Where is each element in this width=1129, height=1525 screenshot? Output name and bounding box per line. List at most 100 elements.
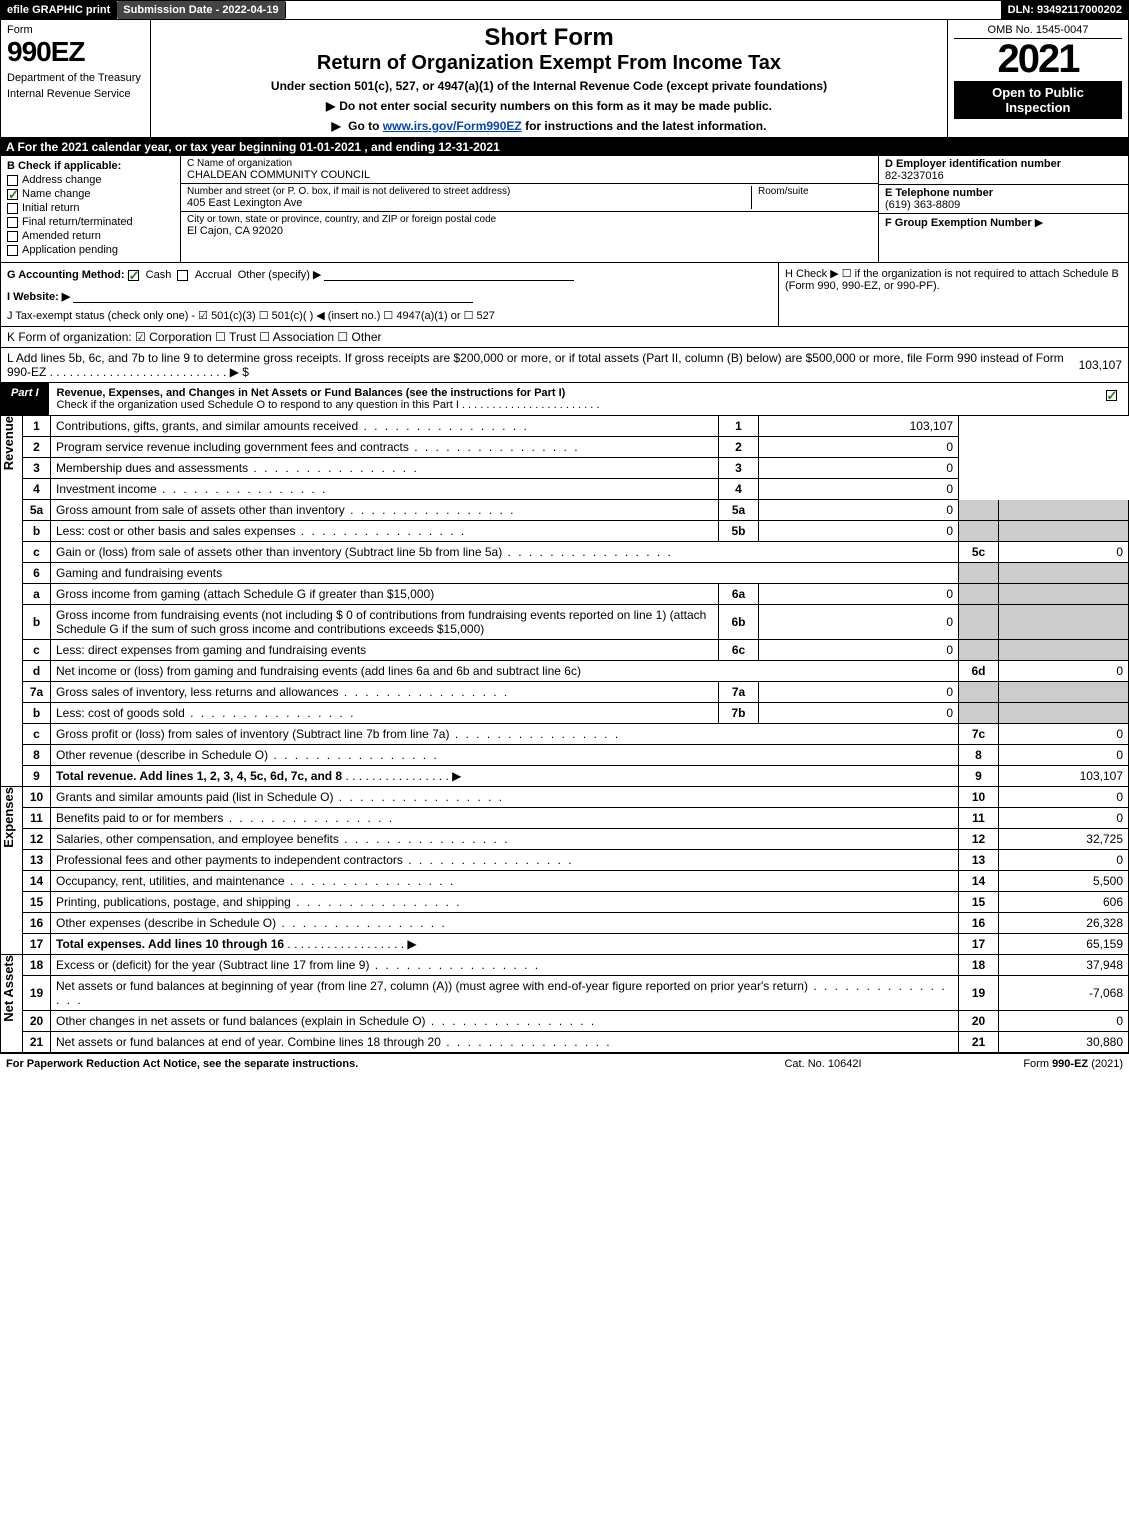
line-19: 19Net assets or fund balances at beginni… [23, 976, 1129, 1011]
b-header: B Check if applicable: [7, 160, 174, 172]
l-text: L Add lines 5b, 6c, and 7b to line 9 to … [7, 351, 1073, 379]
irs-link[interactable]: www.irs.gov/Form990EZ [383, 119, 522, 133]
line-3: 3Membership dues and assessments30 [23, 458, 1129, 479]
group-label: F Group Exemption Number [885, 217, 1032, 229]
goto-post: for instructions and the latest informat… [525, 119, 766, 133]
line-14: 14Occupancy, rent, utilities, and mainte… [23, 871, 1129, 892]
column-c: C Name of organization CHALDEAN COMMUNIT… [181, 156, 878, 262]
netassets-side-label: Net Assets [0, 955, 22, 1053]
expenses-table: 10Grants and similar amounts paid (list … [22, 787, 1129, 955]
c-addr-label: Number and street (or P. O. box, if mail… [187, 186, 745, 197]
cb-accrual[interactable] [177, 270, 188, 281]
header-right: OMB No. 1545-0047 2021 Open to Public In… [948, 20, 1128, 137]
part1-header: Part I Revenue, Expenses, and Changes in… [0, 383, 1129, 416]
line-10: 10Grants and similar amounts paid (list … [23, 787, 1129, 808]
ein-label: D Employer identification number [885, 158, 1122, 170]
subtitle: Under section 501(c), 527, or 4947(a)(1)… [159, 79, 939, 93]
phone-value: (619) 363-8809 [885, 199, 1122, 211]
line-4: 4Investment income40 [23, 479, 1129, 500]
line-6d: dNet income or (loss) from gaming and fu… [23, 661, 1129, 682]
line-20: 20Other changes in net assets or fund ba… [23, 1011, 1129, 1032]
footer-right: Form 990-EZ (2021) [923, 1058, 1123, 1070]
part1-tab: Part I [1, 383, 49, 415]
note-ssn: Do not enter social security numbers on … [159, 99, 939, 113]
open-public-badge: Open to Public Inspection [954, 81, 1122, 119]
c-room-label: Room/suite [758, 186, 872, 197]
line-7a: 7aGross sales of inventory, less returns… [23, 682, 1129, 703]
line-8: 8Other revenue (describe in Schedule O)8… [23, 745, 1129, 766]
line-17: 17Total expenses. Add lines 10 through 1… [23, 934, 1129, 955]
submission-date: Submission Date - 2022-04-19 [117, 1, 285, 19]
cb-amended-return[interactable]: Amended return [7, 230, 174, 242]
expenses-side-label: Expenses [0, 787, 22, 955]
column-b: B Check if applicable: Address change Na… [1, 156, 181, 262]
goto-pre: Go to [348, 119, 383, 133]
line-11: 11Benefits paid to or for members110 [23, 808, 1129, 829]
line-7b: bLess: cost of goods sold7b0 [23, 703, 1129, 724]
block-bcd: B Check if applicable: Address change Na… [0, 156, 1129, 263]
header-mid: Short Form Return of Organization Exempt… [151, 20, 948, 137]
footer-catno: Cat. No. 10642I [723, 1058, 923, 1070]
cb-initial-return[interactable]: Initial return [7, 202, 174, 214]
line-7c: cGross profit or (loss) from sales of in… [23, 724, 1129, 745]
line-5a: 5aGross amount from sale of assets other… [23, 500, 1129, 521]
org-address: 405 East Lexington Ave [187, 197, 745, 209]
row-gh: G Accounting Method: Cash Accrual Other … [0, 263, 1129, 327]
org-city: El Cajon, CA 92020 [187, 225, 872, 237]
g-other: Other (specify) ▶ [238, 269, 322, 281]
c-name-label: C Name of organization [187, 158, 872, 169]
revenue-table: 1Contributions, gifts, grants, and simil… [22, 416, 1129, 787]
expenses-section: Expenses 10Grants and similar amounts pa… [0, 787, 1129, 955]
g-other-field[interactable] [324, 267, 574, 281]
line-18: 18Excess or (deficit) for the year (Subt… [23, 955, 1129, 976]
line-16: 16Other expenses (describe in Schedule O… [23, 913, 1129, 934]
topbar: efile GRAPHIC print Submission Date - 20… [0, 0, 1129, 20]
c-city-label: City or town, state or province, country… [187, 214, 872, 225]
line-13: 13Professional fees and other payments t… [23, 850, 1129, 871]
group-value: ▶ [1035, 217, 1043, 229]
c-city-row: City or town, state or province, country… [181, 212, 878, 239]
cb-cash[interactable] [128, 270, 139, 281]
f-group: F Group Exemption Number ▶ [879, 214, 1128, 231]
line-9: 9Total revenue. Add lines 1, 2, 3, 4, 5c… [23, 766, 1129, 787]
line-15: 15Printing, publications, postage, and s… [23, 892, 1129, 913]
line-6a: aGross income from gaming (attach Schedu… [23, 584, 1129, 605]
g-label: G Accounting Method: [7, 269, 125, 281]
line-6: 6Gaming and fundraising events [23, 563, 1129, 584]
dept-treasury: Department of the Treasury [7, 72, 144, 84]
line-5b: bLess: cost or other basis and sales exp… [23, 521, 1129, 542]
cb-address-change[interactable]: Address change [7, 174, 174, 186]
l-gross-receipts: L Add lines 5b, 6c, and 7b to line 9 to … [0, 348, 1129, 383]
k-form-org: K Form of organization: ☑ Corporation ☐ … [0, 327, 1129, 348]
cb-name-change[interactable]: Name change [7, 188, 174, 200]
form-word: Form [7, 24, 144, 36]
cb-application-pending[interactable]: Application pending [7, 244, 174, 256]
revenue-side-label: Revenue [0, 416, 22, 787]
line-6c: cLess: direct expenses from gaming and f… [23, 640, 1129, 661]
header-left: Form 990EZ Department of the Treasury In… [1, 20, 151, 137]
line-21: 21Net assets or fund balances at end of … [23, 1032, 1129, 1053]
column-d: D Employer identification number 82-3237… [878, 156, 1128, 262]
org-name: CHALDEAN COMMUNITY COUNCIL [187, 169, 872, 181]
cb-final-return[interactable]: Final return/terminated [7, 216, 174, 228]
c-addr-row: Number and street (or P. O. box, if mail… [181, 184, 878, 212]
line-12: 12Salaries, other compensation, and empl… [23, 829, 1129, 850]
j-tax-exempt: J Tax-exempt status (check only one) - ☑… [7, 309, 772, 322]
phone-label: E Telephone number [885, 187, 1122, 199]
part1-check[interactable] [1098, 383, 1128, 415]
l-amount: 103,107 [1079, 358, 1122, 372]
footer-left: For Paperwork Reduction Act Notice, see … [6, 1058, 723, 1070]
website-field[interactable] [73, 289, 473, 303]
page-footer: For Paperwork Reduction Act Notice, see … [0, 1053, 1129, 1074]
dln-label: DLN: 93492117000202 [1001, 1, 1128, 19]
line-5c: cGain or (loss) from sale of assets othe… [23, 542, 1129, 563]
note-goto: Go to www.irs.gov/Form990EZ for instruct… [159, 119, 939, 133]
line-2: 2Program service revenue including gover… [23, 437, 1129, 458]
part1-sub: Check if the organization used Schedule … [57, 399, 1090, 411]
tax-year: 2021 [954, 39, 1122, 79]
netassets-table: 18Excess or (deficit) for the year (Subt… [22, 955, 1129, 1053]
revenue-section: Revenue 1Contributions, gifts, grants, a… [0, 416, 1129, 787]
title-short-form: Short Form [159, 24, 939, 52]
title-return: Return of Organization Exempt From Incom… [159, 52, 939, 75]
d-ein: D Employer identification number 82-3237… [879, 156, 1128, 185]
